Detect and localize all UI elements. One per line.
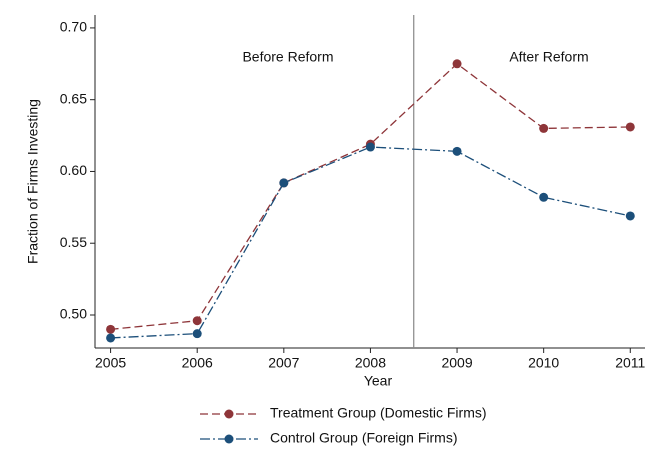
x-tick-label: 2007 (268, 355, 299, 371)
data-point (539, 123, 549, 133)
legend-marker (224, 434, 234, 444)
x-tick-label: 2011 (615, 355, 645, 371)
y-tick-label: 0.60 (60, 162, 87, 178)
legend-label: Control Group (Foreign Firms) (270, 430, 458, 446)
x-tick-label: 2005 (95, 355, 126, 371)
data-point (625, 211, 635, 221)
data-point (452, 59, 462, 69)
series-line (110, 62, 631, 330)
y-tick-label: 0.70 (60, 19, 87, 35)
y-tick-label: 0.55 (60, 234, 87, 250)
annotation: After Reform (509, 49, 588, 65)
data-point (192, 329, 202, 339)
y-tick-label: 0.50 (60, 306, 87, 322)
data-point (539, 192, 549, 202)
data-point (106, 324, 116, 334)
x-tick-label: 2010 (528, 355, 559, 371)
x-axis-label: Year (364, 373, 393, 389)
data-point (279, 178, 289, 188)
x-tick-label: 2006 (182, 355, 213, 371)
legend-label: Treatment Group (Domestic Firms) (270, 405, 487, 421)
legend-marker (224, 409, 234, 419)
series-line (110, 146, 631, 339)
y-tick-label: 0.65 (60, 90, 87, 106)
data-point (452, 146, 462, 156)
data-point (106, 333, 116, 343)
y-axis-label: Fraction of Firms Investing (25, 99, 41, 264)
data-point (192, 316, 202, 326)
data-point (365, 142, 375, 152)
x-tick-label: 2008 (355, 355, 386, 371)
annotation: Before Reform (242, 49, 333, 65)
x-tick-label: 2009 (441, 355, 472, 371)
data-point (625, 122, 635, 132)
